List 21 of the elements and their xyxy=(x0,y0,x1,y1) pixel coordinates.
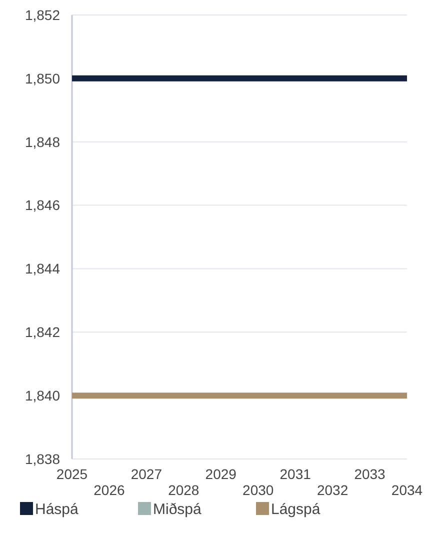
y-tick-label: 1,852 xyxy=(24,6,60,23)
x-tick-label: 2026 xyxy=(94,482,125,498)
x-tick-label: 2030 xyxy=(242,482,274,498)
y-tick-label: 1,850 xyxy=(24,70,60,86)
x-tick-label: 2027 xyxy=(130,466,162,482)
x-tick-label: 2029 xyxy=(205,466,237,482)
x-tick-label: 2034 xyxy=(391,482,423,498)
y-tick-label: 1,842 xyxy=(24,324,60,340)
x-tick-label: 2028 xyxy=(168,482,200,498)
x-tick-label: 2025 xyxy=(56,466,88,482)
legend-label: Háspá xyxy=(35,501,80,518)
legend-label: Miðspá xyxy=(153,501,202,518)
x-tick-label: 2031 xyxy=(280,466,312,482)
x-tick-label: 2033 xyxy=(354,466,386,482)
y-tick-label: 1,840 xyxy=(24,387,60,404)
legend-label: Lágspá xyxy=(271,501,321,518)
y-tick-label: 1,848 xyxy=(24,134,60,150)
y-tick-label: 1,838 xyxy=(24,450,60,467)
y-tick-label: 1,846 xyxy=(24,197,60,214)
x-tick-label: 2032 xyxy=(316,482,348,498)
y-tick-label: 1,844 xyxy=(24,260,60,277)
